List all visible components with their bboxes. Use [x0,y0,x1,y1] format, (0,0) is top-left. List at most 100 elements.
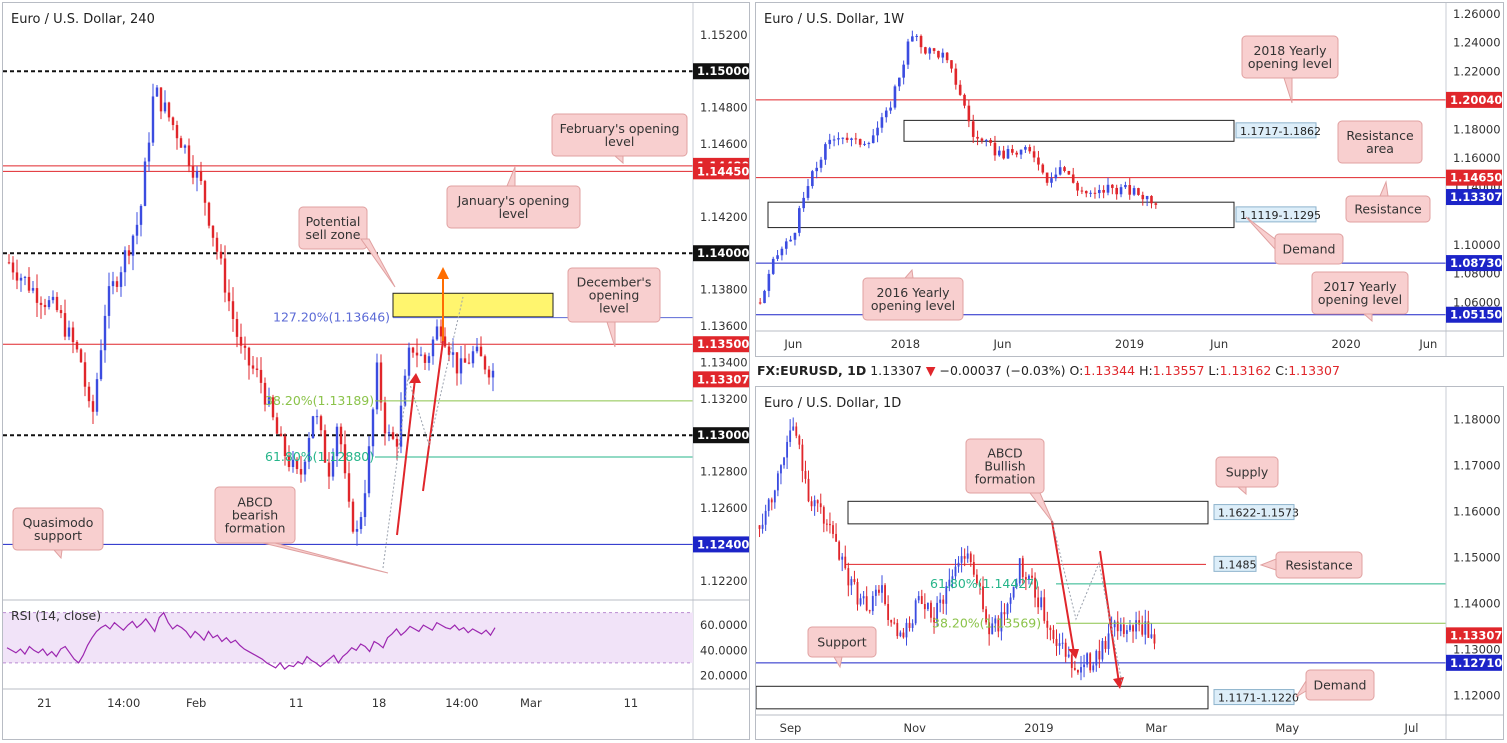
chart-1w-panel[interactable]: Euro / U.S. Dollar, 1W 1.1717-1.1862 1.11… [755,2,1504,357]
chart-1d-candle [801,444,804,471]
chart-4h-candle [179,138,183,148]
chart-4h-candle [403,375,407,406]
zone-label-bg [1235,122,1317,139]
note-abcd-bullish-text: Bullish [984,459,1025,474]
chart-1d-candle [783,457,785,466]
chart-4h-candle [51,296,55,301]
chart-1w-candle [1115,187,1118,195]
chart-1d-candle [764,510,767,525]
zone-label: 1.1717-1.1862 [1240,125,1321,138]
chart-4h-candle [231,301,235,320]
chart-1d-candle [853,579,856,583]
chart-4h-candle [199,171,203,182]
chart-1w-candle [1124,185,1127,188]
abcd-dotted-path [382,296,464,569]
zone-label-bg [1213,504,1295,521]
chart-4h-candle [203,181,207,203]
chart-4h-candle [279,433,283,437]
chart-1d-candle [761,524,764,529]
note-support-text: Support [817,635,867,650]
note-potential-sell-zone-box [298,206,368,250]
price-level-tag: 1.08730 [1446,255,1502,272]
chart-1w-candle [989,139,992,143]
chart-4h-candle [487,369,491,378]
price-level-tag: 1.13307 [1446,189,1502,206]
chart-1d-candle [1043,597,1046,621]
chart-4h-candle [351,501,355,532]
note-february-opening-text: level [605,134,635,149]
chart-1w-candle [876,127,879,136]
note-december-opening-text: December's [577,275,652,290]
chart-4h-candle [307,438,311,462]
chart-1d-candle [850,579,853,586]
high-label: H: [1139,363,1153,378]
chart-4h-candle [83,362,87,387]
chart-1w-candle [828,139,832,145]
chart-1w-candle [806,186,810,198]
note-2016-yearly-opening-text: 2016 Yearly [876,285,950,300]
chart-1d-candle [789,430,792,442]
chart-4h-candle [243,345,247,348]
chart-1d-candle [856,582,859,605]
chart-1w-candle [1154,203,1158,205]
chart-1w-title: Euro / U.S. Dollar, 1W [764,12,904,27]
chart-1d-candle [942,599,945,604]
price-level-tag-bg [693,63,749,80]
note-pointer [1283,77,1293,104]
time-tick-label: Feb [186,696,206,710]
chart-1d-candle [786,441,789,458]
chart-1d-panel[interactable]: Euro / U.S. Dollar, 1D 1.1622-1.1573 1.11… [755,386,1504,740]
chart-1w-candle [893,86,897,108]
chart-1w[interactable]: Euro / U.S. Dollar, 1W 1.1717-1.1862 1.11… [756,3,1503,356]
abcd-arrowhead [1068,649,1079,659]
chart-1w-candle [1054,174,1058,179]
note-quasimodo-support-text: Quasimodo [23,515,94,530]
chart-1w-candle [767,273,771,291]
price-tick-label: 1.12800 [700,465,748,479]
chart-4h-candle [35,288,39,303]
chart-1d-candle [1150,634,1153,638]
note-resistance-area-box [1337,120,1423,164]
chart-1w-candle [1132,188,1136,195]
time-tick-label: Jun [783,337,802,351]
chart-1d-candle [1104,640,1107,649]
price-level-tag-label: 1.14450 [697,164,749,178]
price-level-tag: 1.12400 [693,536,749,553]
note-pointer [1295,679,1307,698]
chart-4h-panel[interactable]: Euro / U.S. Dollar, 240 127.20%(1.13646)… [2,2,750,740]
chart-1w-candle [824,144,827,160]
chart-4h-candle [395,438,399,447]
chart-4h-candle [135,224,139,236]
chart-1w-candle [980,138,984,141]
chart-4h-candle [183,145,187,148]
chart-1d-candle [933,617,935,623]
chart-4h-candle [455,352,459,374]
chart-1d-candle [1006,603,1009,615]
time-tick-label: 11 [624,696,639,710]
chart-1w-candle [1084,190,1088,194]
chart-1d[interactable]: Euro / U.S. Dollar, 1D 1.1622-1.1573 1.11… [756,387,1503,739]
time-tick-label: 2019 [1024,721,1053,735]
chart-1w-candle [1028,147,1032,152]
chart-1d-candle [822,507,825,524]
chart-4h-candle [79,349,83,363]
chart-1d-candle [948,579,951,587]
chart-4h-candle [435,326,439,340]
chart-1w-candle [1128,185,1132,195]
zone-label-bg [1235,206,1317,223]
chart-1w-candle [1071,174,1075,183]
level-tag-label: 1.1485 [1218,558,1257,571]
price-level-tag-label: 1.13307 [1450,190,1502,204]
chart-4h[interactable]: Euro / U.S. Dollar, 240 127.20%(1.13646)… [3,3,749,739]
chart-4h-candle [387,432,391,434]
price-tick-label: 1.14200 [700,210,748,224]
chart-1w-candle [1002,150,1005,159]
chart-1w-candle [841,137,845,139]
chart-4h-candle [483,356,487,370]
chart-4h-candle [427,356,431,363]
chart-1d-candle [871,595,874,612]
chart-4h-candle [347,473,351,502]
chart-1w-candle [832,139,836,141]
